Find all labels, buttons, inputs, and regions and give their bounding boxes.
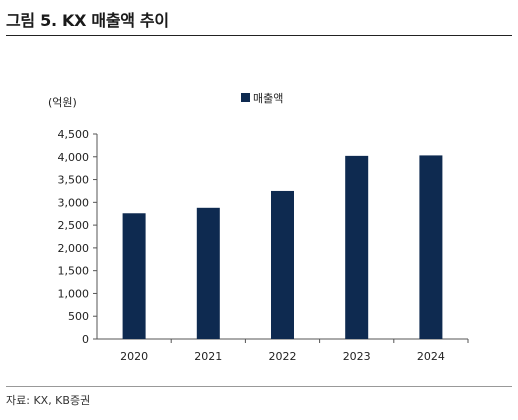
bar xyxy=(196,207,220,339)
x-tick-label: 2021 xyxy=(194,350,222,363)
y-tick-label: 0 xyxy=(82,333,89,346)
y-tick-label: 1,500 xyxy=(58,265,90,278)
x-tick-label: 2020 xyxy=(120,350,148,363)
x-tick-label: 2024 xyxy=(417,350,445,363)
x-tick-label: 2023 xyxy=(343,350,371,363)
bar xyxy=(345,155,369,339)
y-tick-label: 4,500 xyxy=(58,128,90,141)
x-tick-label: 2022 xyxy=(269,350,297,363)
bar xyxy=(271,190,294,339)
bar xyxy=(122,213,146,339)
y-tick-label: 1,000 xyxy=(58,287,90,300)
legend-swatch xyxy=(241,93,250,102)
top-rule xyxy=(6,35,512,36)
y-tick-label: 2,500 xyxy=(58,219,90,232)
y-tick-label: 4,000 xyxy=(58,151,90,164)
y-tick-label: 3,500 xyxy=(58,174,90,187)
y-unit-label: (억원) xyxy=(48,96,77,109)
y-tick-label: 2,000 xyxy=(58,242,90,255)
y-tick-label: 3,000 xyxy=(58,196,90,209)
bottom-rule xyxy=(6,386,512,387)
bar xyxy=(419,155,443,339)
figure-title: 그림 5. KX 매출액 추이 xyxy=(6,11,169,30)
legend-label: 매출액 xyxy=(253,92,283,105)
y-tick-label: 500 xyxy=(68,310,89,323)
bar-chart: (억원) 0 500 1,000 1,500 2,000 2,500 3,000 3,500 4,… xyxy=(48,92,469,363)
source-note: 자료: KX, KB증권 xyxy=(6,394,91,407)
